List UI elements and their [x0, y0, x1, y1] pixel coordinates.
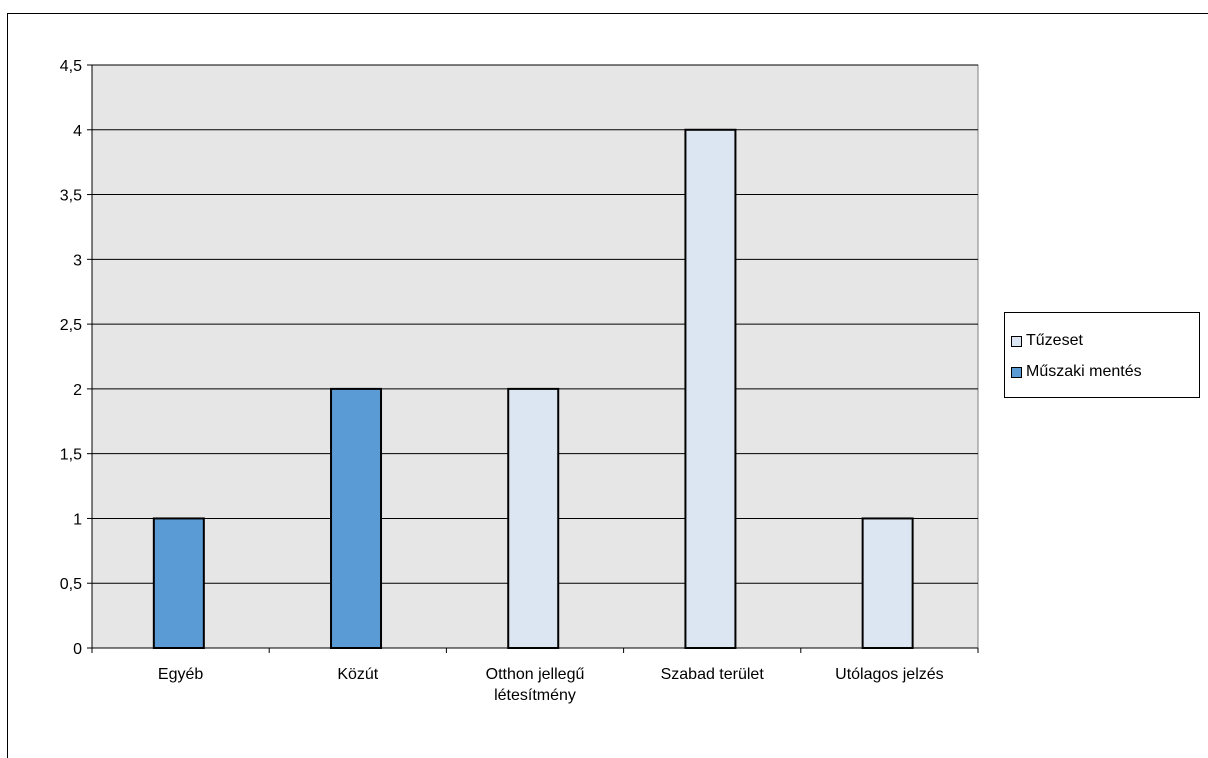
legend-label-tuzeset: Tűzeset [1026, 332, 1083, 349]
x-tick-label: Közút [337, 666, 378, 683]
y-tick-labels: 0 0,5 1 1,5 2 2,5 3 3,5 4 4,5 [60, 58, 82, 658]
legend-swatch-muszaki-mentes [1011, 366, 1022, 378]
bars [152, 128, 914, 650]
y-tick-label: 2,5 [60, 317, 82, 334]
legend-label-muszaki-mentes: Műszaki mentés [1026, 363, 1142, 380]
bar-t-zeset-2 [507, 387, 560, 649]
bar-t-zeset-3 [684, 128, 737, 649]
legend-swatch-tuzeset [1011, 335, 1022, 347]
gridlines [92, 64, 978, 584]
axes [87, 64, 979, 653]
y-tick-label: 0 [73, 641, 82, 658]
y-tick-label: 2 [73, 382, 82, 399]
legend-item-muszaki-mentes: Műszaki mentés [1011, 362, 1142, 382]
bar-m-szaki-ment-s-1 [330, 387, 383, 649]
x-tick-labels: Egyéb Közút Otthon jellegű létesítmény Szaba… [158, 666, 944, 704]
x-tick-label: Otthon jellegű létesítmény [486, 666, 585, 704]
y-tick-label: 4,5 [60, 58, 82, 75]
legend: Tűzeset Műszaki mentés [1004, 312, 1200, 398]
bar-t-zeset-4 [861, 517, 914, 650]
y-tick-label: 1,5 [60, 447, 82, 464]
y-tick-label: 3 [73, 252, 82, 269]
x-tick-label: Utólagos jelzés [835, 666, 944, 683]
y-tick-label: 0,5 [60, 576, 82, 593]
x-tick-label: Egyéb [158, 666, 203, 683]
y-tick-label: 1 [73, 511, 82, 528]
x-tick-label: Szabad terület [661, 666, 765, 683]
y-tick-label: 3,5 [60, 188, 82, 205]
y-tick-label: 4 [73, 123, 82, 140]
bar-m-szaki-ment-s-0 [152, 517, 205, 650]
legend-item-tuzeset: Tűzeset [1011, 331, 1083, 351]
